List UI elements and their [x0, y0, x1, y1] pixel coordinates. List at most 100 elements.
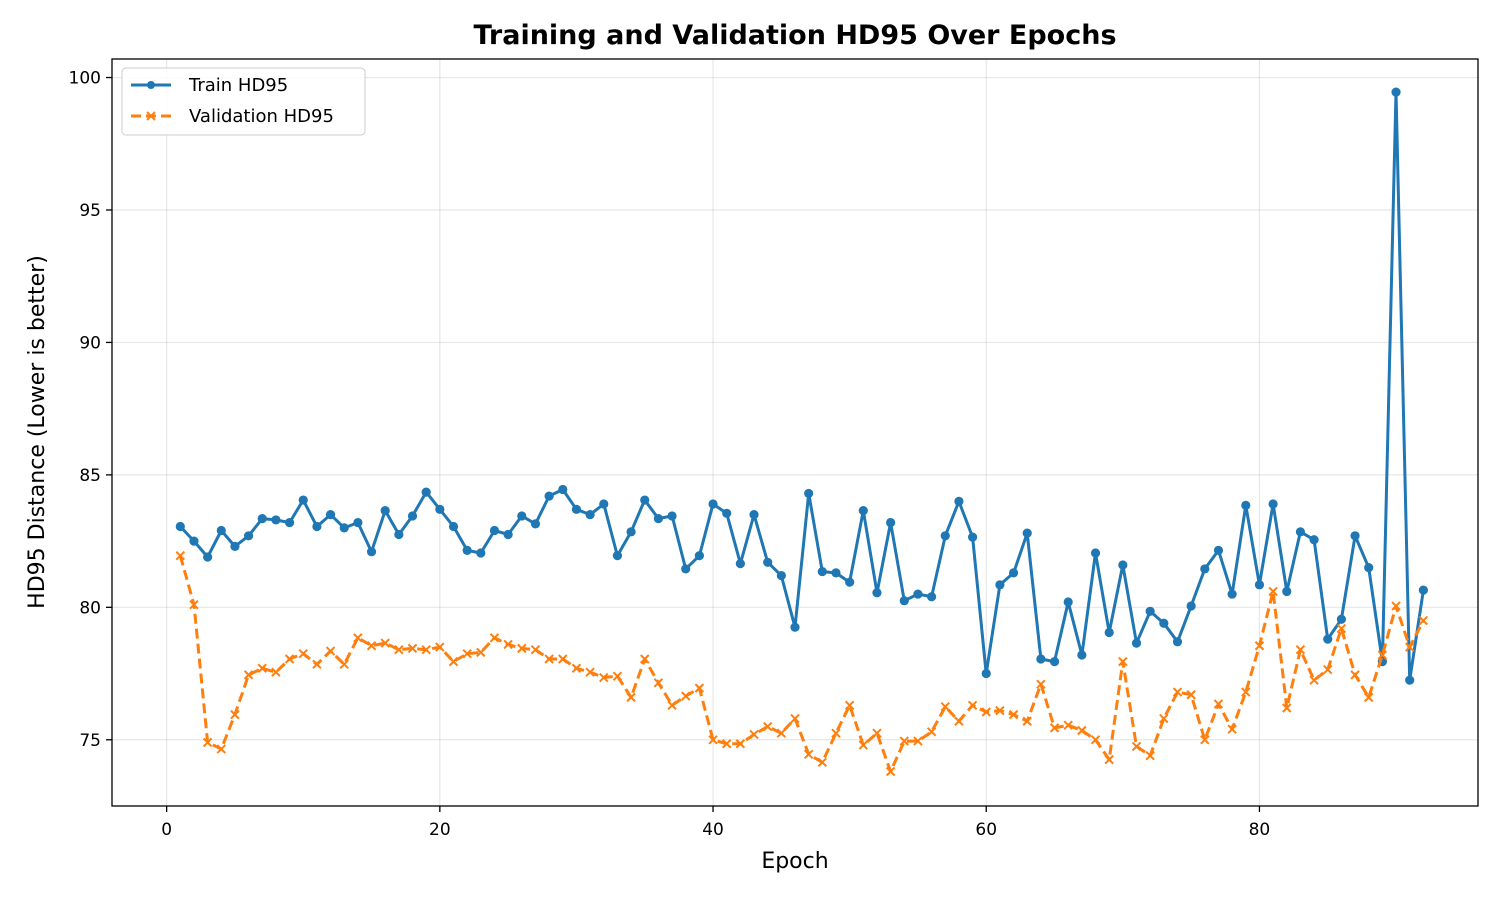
- data-point: [284, 654, 295, 664]
- data-point: [763, 557, 773, 567]
- data-point: [1200, 564, 1210, 574]
- data-point: [803, 749, 814, 760]
- data-point: [1131, 741, 1142, 752]
- data-point: [1241, 500, 1251, 510]
- data-point: [626, 527, 636, 537]
- data-point: [1268, 499, 1278, 509]
- data-point: [681, 564, 691, 574]
- data-point: [858, 506, 868, 516]
- data-point: [421, 645, 431, 655]
- chart-title: Training and Validation HD95 Over Epochs: [473, 20, 1116, 51]
- data-point: [653, 513, 664, 524]
- data-point: [530, 519, 541, 529]
- data-point: [1295, 645, 1306, 655]
- data-point: [1118, 560, 1128, 570]
- data-point: [790, 713, 800, 724]
- data-point: [1309, 535, 1319, 545]
- data-point: [216, 744, 226, 754]
- data-point: [1145, 750, 1155, 761]
- data-point: [230, 541, 240, 552]
- data-point: [1336, 614, 1346, 624]
- data-point: [1022, 716, 1032, 726]
- data-point: [1391, 87, 1401, 97]
- data-point: [380, 506, 390, 516]
- data-point: [189, 599, 199, 610]
- data-point: [626, 692, 636, 703]
- data-point: [954, 496, 964, 506]
- data-point: [435, 504, 445, 514]
- x-axis-label: Epoch: [761, 849, 828, 874]
- data-point: [1118, 656, 1128, 667]
- y-tick-label: 90: [79, 333, 101, 353]
- data-point: [1036, 679, 1046, 689]
- data-point: [271, 515, 281, 525]
- data-point: [844, 700, 855, 711]
- data-point: [708, 735, 718, 745]
- data-point: [476, 647, 486, 658]
- data-point: [1364, 562, 1374, 573]
- data-point: [394, 645, 404, 655]
- data-point: [1036, 654, 1046, 664]
- data-point: [489, 525, 500, 536]
- data-point: [257, 663, 267, 673]
- data-point: [284, 517, 295, 528]
- data-point: [244, 531, 254, 541]
- data-point: [380, 638, 390, 648]
- data-point: [1159, 618, 1169, 628]
- data-point: [1404, 642, 1415, 652]
- y-axis-label: HD95 Distance (Lower is better): [25, 255, 50, 609]
- data-point: [1213, 545, 1224, 555]
- data-point: [1254, 641, 1265, 651]
- data-point: [776, 570, 786, 581]
- data-point: [558, 654, 568, 664]
- data-point: [804, 488, 814, 499]
- legend-train-label: Train HD95: [188, 75, 288, 96]
- data-point: [640, 654, 650, 664]
- data-point: [544, 491, 554, 501]
- x-tick-label: 20: [429, 820, 451, 840]
- data-point: [1172, 687, 1183, 697]
- data-point: [394, 529, 404, 540]
- data-point: [503, 529, 513, 540]
- data-point: [353, 633, 363, 643]
- data-point: [927, 592, 937, 602]
- axis-ticks: 0 20 40 60 80 75 80 85 90 95 100: [69, 69, 1271, 840]
- data-point: [1350, 670, 1360, 680]
- data-point: [1227, 589, 1237, 599]
- data-point: [872, 728, 882, 738]
- data-point: [366, 547, 377, 557]
- data-point: [585, 510, 595, 520]
- data-point: [558, 484, 568, 495]
- data-point: [530, 645, 541, 655]
- data-point: [1418, 615, 1429, 626]
- data-point: [1077, 650, 1087, 660]
- data-point: [503, 639, 513, 650]
- data-point: [517, 643, 527, 654]
- data-point: [667, 511, 677, 521]
- data-point: [653, 678, 664, 688]
- data-point: [175, 550, 186, 561]
- data-point: [312, 659, 322, 669]
- data-point: [722, 508, 732, 518]
- data-point: [667, 700, 677, 711]
- data-point: [175, 521, 185, 532]
- legend-train-marker: [147, 81, 155, 89]
- data-point: [298, 495, 308, 505]
- data-point: [995, 705, 1005, 716]
- data-point: [298, 648, 308, 659]
- data-point: [407, 643, 418, 654]
- data-point: [203, 552, 213, 562]
- data-point: [1254, 580, 1265, 590]
- data-point: [476, 548, 486, 558]
- data-point: [1323, 664, 1333, 675]
- data-point: [257, 513, 267, 524]
- data-point: [325, 510, 336, 520]
- data-point: [817, 566, 827, 577]
- data-point: [1282, 703, 1292, 713]
- data-point: [571, 504, 582, 514]
- data-point: [462, 648, 472, 659]
- data-point: [230, 709, 240, 720]
- data-point: [1186, 690, 1196, 700]
- data-point: [448, 656, 459, 667]
- data-point: [1200, 735, 1210, 745]
